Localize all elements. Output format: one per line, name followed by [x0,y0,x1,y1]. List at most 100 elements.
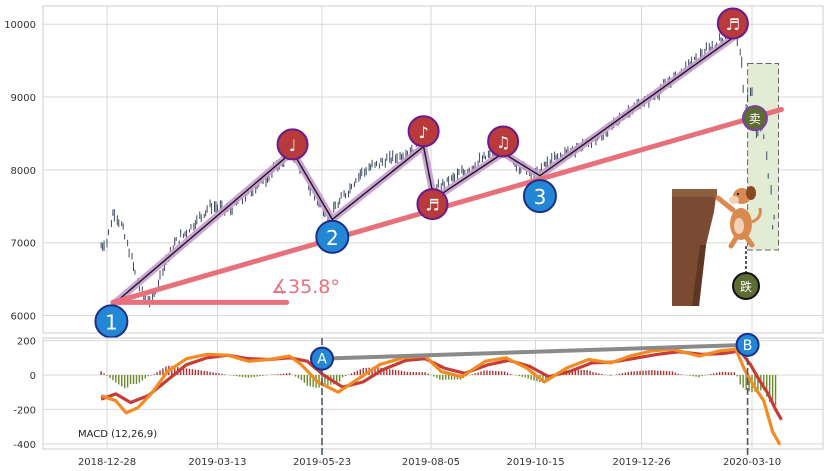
divergence-badge [310,346,334,371]
histogram-bar [627,371,630,375]
histogram-bar [498,371,500,375]
histogram-bar [171,366,173,375]
y-tick-label: 10000 [4,20,36,31]
histogram-bar [232,375,235,376]
histogram-bar [698,375,700,378]
histogram-bar [112,375,114,381]
histogram-bar [182,367,185,375]
histogram-bar [336,375,338,384]
histogram-bar [486,370,488,375]
histogram-bar [300,375,303,381]
histogram-bar [427,373,429,375]
histogram-bar [132,375,135,385]
zigzag-pattern [110,28,744,308]
histogram-bar [253,375,255,378]
histogram-bar [757,375,759,391]
histogram-bar [771,375,774,407]
histogram-bar [447,375,450,380]
macd-y-ticks: 200 0 -200 -400 [13,337,36,451]
pivot-badge-label: 1 [105,310,118,334]
histogram-bar [235,375,238,377]
histogram-bar [153,374,155,375]
histogram-bar [715,372,718,375]
histogram-bar [456,375,459,380]
histogram-bar [474,373,476,375]
histogram-bar [421,372,423,375]
histogram-bar [648,370,650,375]
histogram-bar [574,369,576,375]
y-tick-label: -400 [13,440,36,451]
histogram-bar [115,375,117,383]
histogram-bar [695,375,697,377]
x-tick-label: 2019-12-26 [612,457,670,468]
histogram-bar [654,370,656,375]
divergence-badge-label: B [743,338,753,354]
histogram-bar [356,370,359,375]
dog-hanging-from-cliff-sticker [672,186,762,306]
histogram-bar [403,371,406,375]
histogram-bar [141,375,144,381]
y-tick-label: 9000 [11,93,36,104]
histogram-bar [415,372,417,375]
x-tick-label: 2018-12-28 [78,457,136,468]
macd-lines [100,342,783,446]
histogram-bar [359,369,361,375]
divergence-line [320,342,750,361]
x-tick-label: 2019-05-23 [293,457,351,468]
histogram-bar [665,371,668,375]
histogram-bar [636,371,638,375]
histogram-bar [618,373,621,375]
histogram-bar [766,375,768,397]
histogram-bar [250,375,253,378]
y-tick-label: 6000 [11,312,36,323]
histogram-bar [309,375,311,387]
histogram-bar [489,370,491,375]
dog-arm [715,195,736,213]
histogram-bar [244,375,247,378]
dog-belly [734,218,744,234]
y-tick-label: 200 [17,337,36,348]
x-tick-label: 2019-08-05 [402,457,460,468]
histogram-bar [123,375,126,389]
histogram-bar [150,375,152,376]
histogram-bar [126,375,129,388]
histogram-bar [530,375,532,380]
histogram-bar [285,373,288,375]
histogram-bar [338,375,341,382]
histogram-bar [662,370,665,375]
pivot-badge-label: 2 [326,226,339,250]
histogram-bar [156,372,158,375]
histogram-bar [536,375,538,382]
histogram-bar [129,375,132,385]
histogram-bar [386,368,388,375]
histogram-bar [215,372,217,375]
histogram-bar [571,369,574,375]
music-note-icon: ♩ [289,136,297,155]
histogram-bar [689,375,691,376]
histogram-bar [203,370,205,375]
histogram-bar [374,367,376,375]
histogram-bar [701,375,703,377]
histogram-bar [159,370,161,375]
histogram-bar [668,371,671,375]
dog-snout [729,196,739,204]
histogram-bar [527,375,529,379]
histogram-bar [391,369,394,375]
fall-badge-label: 跌 [740,279,752,294]
y-tick-label: 8000 [11,166,36,177]
histogram-bar [713,373,715,375]
histogram-bar [191,369,194,375]
histogram-bar [409,371,412,375]
histogram-bar [518,375,521,377]
histogram-bar [586,369,588,375]
histogram-bar [680,374,683,375]
histogram-bar [400,370,403,375]
y-tick-label: 7000 [11,239,36,250]
histogram-bar [100,371,102,375]
histogram-bar [583,369,585,375]
histogram-bar [730,372,733,375]
histogram-bar [162,368,164,375]
histogram-bar [147,375,149,377]
histogram-bar [197,369,200,375]
